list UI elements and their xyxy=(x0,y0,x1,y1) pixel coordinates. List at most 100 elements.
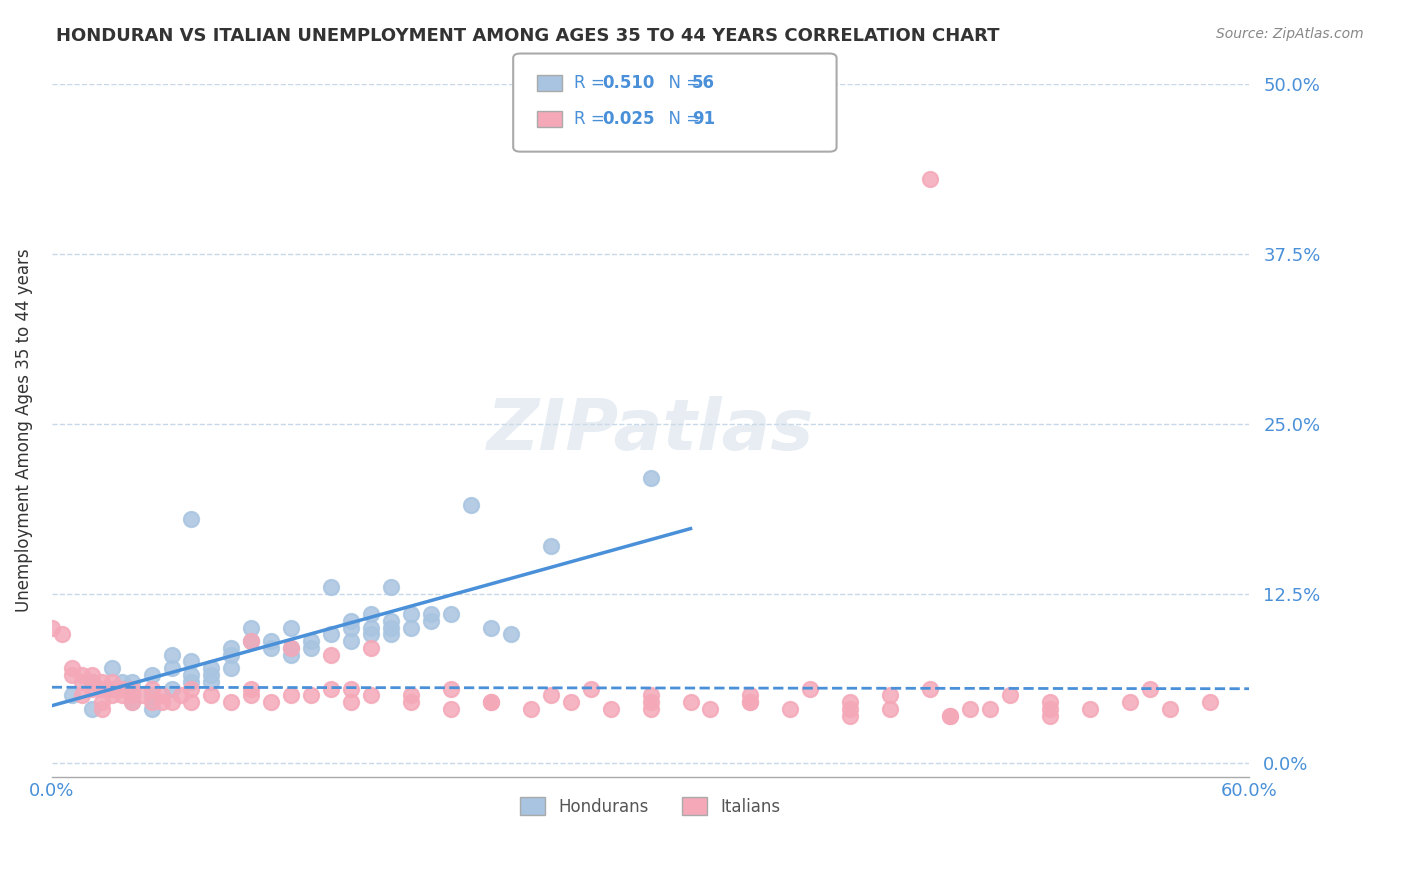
Point xyxy=(380,620,402,634)
Point xyxy=(740,695,762,709)
Point xyxy=(280,648,302,662)
Point xyxy=(939,708,962,723)
Point xyxy=(110,681,132,696)
Point xyxy=(380,614,402,628)
Text: R =: R = xyxy=(574,110,610,128)
Point xyxy=(640,471,662,485)
Point xyxy=(440,607,463,621)
Point xyxy=(280,689,302,703)
Point xyxy=(90,681,112,696)
Point xyxy=(121,695,143,709)
Point xyxy=(121,681,143,696)
Point xyxy=(1039,708,1062,723)
Point xyxy=(240,681,263,696)
Point xyxy=(70,674,93,689)
Point xyxy=(918,681,941,696)
Point xyxy=(200,674,222,689)
Point xyxy=(479,695,502,709)
Point xyxy=(440,702,463,716)
Point xyxy=(80,674,103,689)
Point xyxy=(121,695,143,709)
Point xyxy=(540,539,562,553)
Point xyxy=(399,695,422,709)
Point xyxy=(280,640,302,655)
Point xyxy=(131,689,153,703)
Point xyxy=(340,634,363,648)
Legend: Hondurans, Italians: Hondurans, Italians xyxy=(512,789,789,824)
Text: R =: R = xyxy=(574,74,610,92)
Point xyxy=(1078,702,1101,716)
Point xyxy=(240,634,263,648)
Point xyxy=(340,681,363,696)
Point xyxy=(360,627,382,641)
Point xyxy=(380,580,402,594)
Point xyxy=(918,172,941,186)
Point xyxy=(100,674,122,689)
Point xyxy=(979,702,1001,716)
Point xyxy=(41,620,63,634)
Point xyxy=(160,695,183,709)
Point xyxy=(240,620,263,634)
Point xyxy=(141,681,163,696)
Point xyxy=(340,614,363,628)
Point xyxy=(799,681,821,696)
Point xyxy=(299,640,322,655)
Point xyxy=(1118,695,1140,709)
Point xyxy=(121,689,143,703)
Point xyxy=(779,702,801,716)
Point xyxy=(100,689,122,703)
Point xyxy=(399,689,422,703)
Point xyxy=(321,627,343,641)
Point xyxy=(1039,702,1062,716)
Point xyxy=(100,681,122,696)
Point xyxy=(540,689,562,703)
Point xyxy=(879,689,901,703)
Text: Source: ZipAtlas.com: Source: ZipAtlas.com xyxy=(1216,27,1364,41)
Point xyxy=(180,681,202,696)
Point xyxy=(221,695,243,709)
Point xyxy=(699,702,721,716)
Point xyxy=(221,640,243,655)
Point xyxy=(740,689,762,703)
Point xyxy=(141,695,163,709)
Point xyxy=(399,607,422,621)
Point xyxy=(939,708,962,723)
Point xyxy=(321,580,343,594)
Point xyxy=(160,681,183,696)
Point xyxy=(1039,695,1062,709)
Point xyxy=(479,695,502,709)
Point xyxy=(121,689,143,703)
Point xyxy=(80,674,103,689)
Point xyxy=(110,674,132,689)
Point xyxy=(360,640,382,655)
Point xyxy=(240,689,263,703)
Point xyxy=(121,674,143,689)
Point xyxy=(80,668,103,682)
Point xyxy=(321,681,343,696)
Point xyxy=(180,655,202,669)
Text: N =: N = xyxy=(658,110,706,128)
Point xyxy=(640,689,662,703)
Point xyxy=(260,634,283,648)
Point xyxy=(180,674,202,689)
Point xyxy=(399,620,422,634)
Point xyxy=(150,695,173,709)
Point xyxy=(998,689,1021,703)
Point xyxy=(200,661,222,675)
Point xyxy=(170,689,193,703)
Text: 0.510: 0.510 xyxy=(602,74,654,92)
Point xyxy=(260,640,283,655)
Point xyxy=(959,702,981,716)
Point xyxy=(380,627,402,641)
Point xyxy=(90,674,112,689)
Point xyxy=(679,695,702,709)
Point xyxy=(141,668,163,682)
Point xyxy=(599,702,621,716)
Point xyxy=(110,689,132,703)
Point xyxy=(440,681,463,696)
Point xyxy=(499,627,522,641)
Point xyxy=(1139,681,1161,696)
Point xyxy=(90,702,112,716)
Point xyxy=(360,607,382,621)
Point xyxy=(420,614,443,628)
